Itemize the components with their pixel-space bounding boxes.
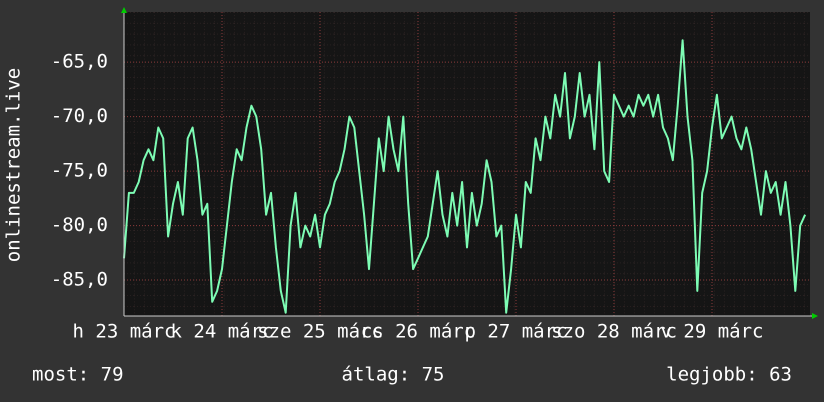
y-tick-label: -80,0: [51, 214, 108, 236]
x-tick-label: k 24 márc: [171, 321, 274, 343]
x-tick-label: sze 25 márc: [257, 321, 383, 343]
summary-best: legjobb: 63: [666, 364, 792, 386]
summary-current: most: 79: [32, 364, 124, 386]
y-tick-label: -70,0: [51, 105, 108, 127]
y-tick-label: -85,0: [51, 269, 108, 291]
y-axis-label: onlinestream.live: [3, 68, 25, 262]
x-tick-label: p 27 márc: [465, 321, 568, 343]
y-tick-label: -65,0: [51, 51, 108, 73]
axis-arrow: [812, 313, 818, 319]
x-tick-label: h 23 márc: [73, 321, 176, 343]
y-tick-label: -75,0: [51, 160, 108, 182]
x-tick-label: szo 28 márc: [551, 321, 677, 343]
x-tick-label: cs 26 márc: [361, 321, 475, 343]
data-line: [123, 39, 807, 314]
axis-arrow: [121, 7, 127, 13]
summary-average: átlag: 75: [342, 364, 445, 386]
x-tick-label: v 29 márc: [661, 321, 764, 343]
